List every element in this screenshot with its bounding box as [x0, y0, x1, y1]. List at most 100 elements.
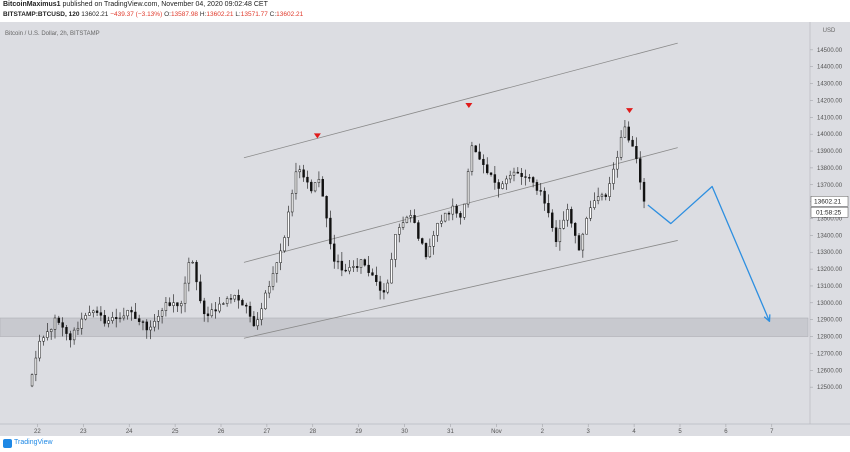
candle-body — [302, 169, 305, 178]
candle-body — [443, 212, 447, 222]
candle-body — [69, 333, 72, 341]
candle-body — [474, 145, 477, 153]
candle-body — [164, 302, 168, 311]
candle-body — [505, 178, 508, 185]
channel-line-upper — [243, 42, 678, 159]
candle-body — [340, 260, 344, 271]
published-text: published on TradingView.com, November 0… — [62, 1, 268, 8]
candle-body — [589, 207, 592, 219]
candle-body — [195, 261, 198, 283]
y-tick-label: 13700.00 — [817, 183, 843, 189]
candle-body — [413, 215, 416, 223]
high-label: H: — [199, 11, 207, 18]
chart-area[interactable]: 12500.00 12600.00 12700.00 12800.00 12900.00… — [0, 22, 850, 436]
candle-body — [386, 282, 389, 293]
y-tick-label: 14500.00 — [817, 48, 843, 54]
y-tick-label: 12900.00 — [817, 318, 843, 324]
y-tick-label: 13200.00 — [817, 267, 843, 273]
candle-body — [30, 374, 34, 387]
candle-body — [237, 295, 240, 301]
candle-body — [333, 243, 336, 262]
candle-body — [233, 295, 236, 300]
candle-body — [352, 266, 355, 268]
countdown-value: 01:58:25 — [816, 209, 842, 216]
candle-body — [183, 282, 187, 304]
candle-body — [126, 310, 129, 317]
candle-body — [401, 222, 405, 228]
candle-body — [535, 182, 539, 191]
x-tick-label: 29 — [355, 429, 362, 435]
candle-body — [42, 337, 45, 342]
publish-info: BitcoinMaximus1 published on TradingView… — [3, 1, 268, 8]
candle-body — [466, 171, 470, 205]
candle-body — [65, 327, 68, 334]
low-value: 13571.77 — [240, 11, 268, 18]
candle-body — [46, 331, 49, 338]
y-tick-label: 14400.00 — [817, 65, 843, 71]
x-tick-label: 26 — [218, 429, 225, 435]
candle-body — [256, 319, 259, 327]
candle-body — [290, 193, 294, 213]
candle-body — [390, 259, 393, 284]
y-tick-label: 13500.00 — [817, 217, 843, 223]
candle-body — [596, 196, 600, 201]
candle-body — [493, 174, 497, 183]
candle-body — [191, 261, 194, 264]
candle-body — [321, 179, 324, 197]
top-marker-icon — [313, 133, 321, 139]
candle-body — [539, 190, 542, 192]
x-tick-label: 31 — [447, 429, 454, 435]
candle-body — [176, 302, 179, 307]
candle-body — [424, 243, 428, 258]
candle-body — [160, 310, 164, 317]
top-marker-icon — [626, 108, 634, 114]
chart-header: BitcoinMaximus1 published on TradingView… — [0, 0, 850, 22]
candle-body — [616, 157, 619, 170]
y-tick-label: 14200.00 — [817, 98, 843, 104]
candle-body — [214, 309, 217, 312]
candle-body — [417, 222, 420, 239]
candle-body — [359, 259, 363, 268]
candle-body — [554, 227, 558, 243]
candle-body — [157, 316, 160, 322]
candle-body — [76, 328, 80, 331]
brand-name[interactable]: TradingView — [14, 439, 53, 446]
candle-body — [378, 281, 382, 291]
candle-body — [137, 318, 141, 322]
candle-body — [551, 212, 554, 228]
candle-body — [306, 176, 309, 183]
candle-body — [298, 169, 301, 173]
candle-body — [229, 298, 233, 300]
candle-body — [451, 205, 454, 215]
candle-body — [398, 227, 401, 235]
x-tick-label: 28 — [309, 429, 316, 435]
candle-body — [317, 179, 321, 183]
candle-body — [172, 302, 175, 306]
candle-body — [287, 211, 290, 238]
candle-body — [612, 168, 615, 184]
tradingview-logo-icon[interactable] — [3, 439, 12, 448]
candle-body — [631, 139, 634, 147]
y-tick-label: 13400.00 — [817, 233, 843, 239]
candle-body — [585, 218, 588, 235]
low-label: L: — [235, 11, 241, 18]
candle-body — [218, 303, 221, 312]
candle-body — [145, 321, 148, 331]
y-tick-label: 13900.00 — [817, 149, 843, 155]
y-tick-label: 13000.00 — [817, 301, 843, 307]
last-price-tag — [810, 196, 849, 207]
symbol-label[interactable]: BITSTAMP:BTCUSD, 120 — [3, 11, 80, 18]
x-tick-label: 5 — [678, 429, 682, 435]
countdown-tag — [810, 207, 849, 218]
candle-body — [355, 266, 359, 268]
author-name[interactable]: BitcoinMaximus1 — [3, 1, 61, 8]
candle-body — [134, 311, 137, 319]
candle-body — [34, 357, 38, 375]
candle-body — [420, 238, 424, 244]
candle-body — [225, 298, 229, 304]
plot-background — [0, 22, 810, 436]
candle-body — [608, 183, 611, 197]
candle-body — [49, 329, 53, 332]
candle-body — [118, 317, 122, 320]
